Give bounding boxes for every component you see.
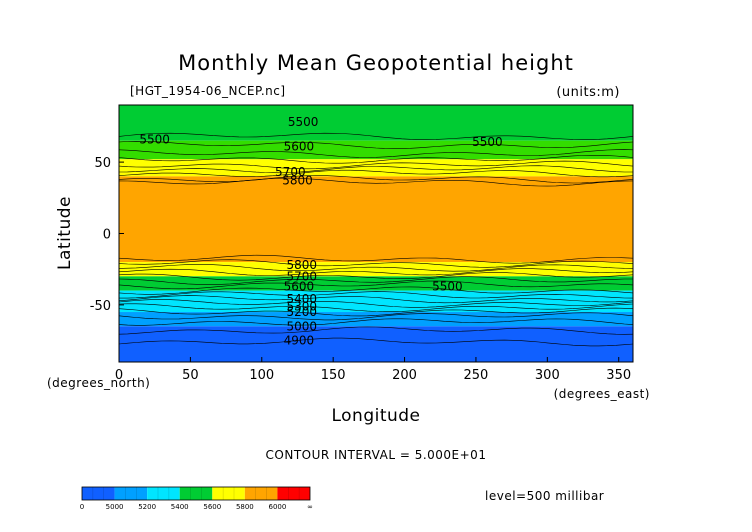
- x-axis-label: Longitude: [331, 406, 420, 426]
- colorbar-label-1: 5000: [106, 503, 124, 511]
- contour-line-18: [118, 295, 634, 304]
- colorbar-label-0: 0: [80, 503, 84, 511]
- contour-line-14: [118, 276, 633, 285]
- colorbar-swatch-3: [179, 487, 213, 500]
- x-tick-label-100: 100: [249, 368, 274, 383]
- contour-line-16: [118, 286, 634, 295]
- contour-label-11: 5300: [286, 299, 317, 313]
- contour-line-3: [118, 155, 634, 164]
- colorbar-label-7: ∞: [307, 503, 313, 511]
- colorbar-label-4: 5600: [203, 503, 221, 511]
- zonal-band-0: [119, 105, 633, 141]
- contour-line-23: [118, 318, 634, 326]
- contour-label-9: 5500: [432, 279, 463, 293]
- contour-line-15: [118, 280, 634, 290]
- contour-interval-text: CONTOUR INTERVAL = 5.000E+01: [266, 448, 487, 462]
- contour-line-21: [118, 307, 634, 317]
- contour-line-25: [118, 337, 634, 347]
- contour-label-1: 5500: [139, 132, 170, 146]
- contour-label-7: 5700: [286, 269, 317, 283]
- zonal-band-2: [119, 159, 633, 177]
- x-tick-label-200: 200: [392, 368, 417, 383]
- contour-line-1: [118, 140, 634, 149]
- contour-line-13: [118, 272, 634, 281]
- contour-line-22: [118, 312, 634, 321]
- contour-line-5: [118, 165, 633, 174]
- x-tick-label-300: 300: [535, 368, 560, 383]
- colorbar-label-6: 6000: [269, 503, 287, 511]
- x-tick-label-250: 250: [464, 368, 489, 383]
- colorbar-label-5: 5800: [236, 503, 254, 511]
- colorbar-label-2: 5200: [138, 503, 156, 511]
- zonal-band-3: [119, 176, 633, 263]
- contour-label-2: 5500: [472, 135, 503, 149]
- colorbar-swatch-4: [212, 487, 245, 500]
- contour-line-20: [118, 303, 634, 312]
- contour-line-6: [118, 169, 634, 178]
- y-unit-label: (degrees_north): [47, 376, 150, 390]
- colorbar: 0 5000 5200 5400 5600 5800 6000 ∞: [80, 486, 313, 511]
- contour-lines: [118, 132, 634, 347]
- x-tick-label-50: 50: [182, 368, 199, 383]
- zonal-band-8: [119, 326, 633, 362]
- y-axis-label: Latitude: [55, 196, 75, 270]
- colorbar-swatch-2: [147, 487, 180, 500]
- units-label: (units:m): [556, 85, 620, 100]
- file-label: [HGT_1954-06_NCEP.nc]: [130, 84, 286, 98]
- colorbar-swatch-5: [244, 487, 278, 500]
- x-unit-label: (degrees_east): [554, 387, 650, 401]
- zonal-band-1: [119, 140, 633, 160]
- plot-area: [119, 105, 633, 362]
- contour-line-9: [118, 254, 634, 264]
- contour-line-11: [118, 264, 634, 272]
- y-tick-label-0: 0: [103, 228, 111, 243]
- x-tick-label-350: 350: [606, 368, 631, 383]
- x-tick-label-0: 0: [115, 368, 123, 383]
- zonal-band-6: [119, 290, 633, 313]
- contour-label-8: 5600: [284, 279, 315, 293]
- contour-label-3: 5600: [284, 139, 315, 153]
- colorbar-swatch-1: [114, 487, 148, 500]
- colorbar-frame: [81, 486, 311, 501]
- contour-line-19: [118, 299, 634, 308]
- colorbar-label-3: 5400: [171, 503, 189, 511]
- contour-line-2: [118, 149, 634, 158]
- contour-line-0: [118, 132, 634, 140]
- y-tick-label--50: -50: [90, 299, 111, 314]
- contour-label-5: 5800: [282, 174, 313, 188]
- contour-line-12: [118, 268, 634, 276]
- x-axis-ticks: 0 50 100 150 200 250 300 350: [115, 357, 631, 383]
- contour-line-7: [118, 175, 634, 184]
- chart-title: Monthly Mean Geopotential height: [178, 51, 574, 75]
- level-text: level=500 millibar: [485, 489, 604, 503]
- contour-label-12: 5200: [286, 305, 317, 319]
- contour-label-0: 5500: [288, 115, 319, 129]
- y-axis-ticks: 50 0 -50: [90, 156, 124, 314]
- contour-label-10: 5400: [286, 292, 317, 306]
- contour-line-24: [118, 326, 634, 335]
- colorbar-swatch-6: [277, 487, 310, 500]
- contour-label-14: 4900: [284, 334, 315, 348]
- contour-label-6: 5800: [286, 258, 317, 272]
- contour-line-8: [118, 177, 634, 187]
- y-tick-label-50: 50: [94, 156, 111, 171]
- x-tick-label-150: 150: [321, 368, 346, 383]
- colorbar-swatch-0: [82, 487, 115, 500]
- contour-line-17: [119, 291, 634, 299]
- contour-label-4: 5700: [275, 165, 306, 179]
- contour-label-13: 5000: [286, 319, 317, 333]
- contour-line-10: [118, 259, 634, 268]
- contour-line-4: [118, 160, 634, 170]
